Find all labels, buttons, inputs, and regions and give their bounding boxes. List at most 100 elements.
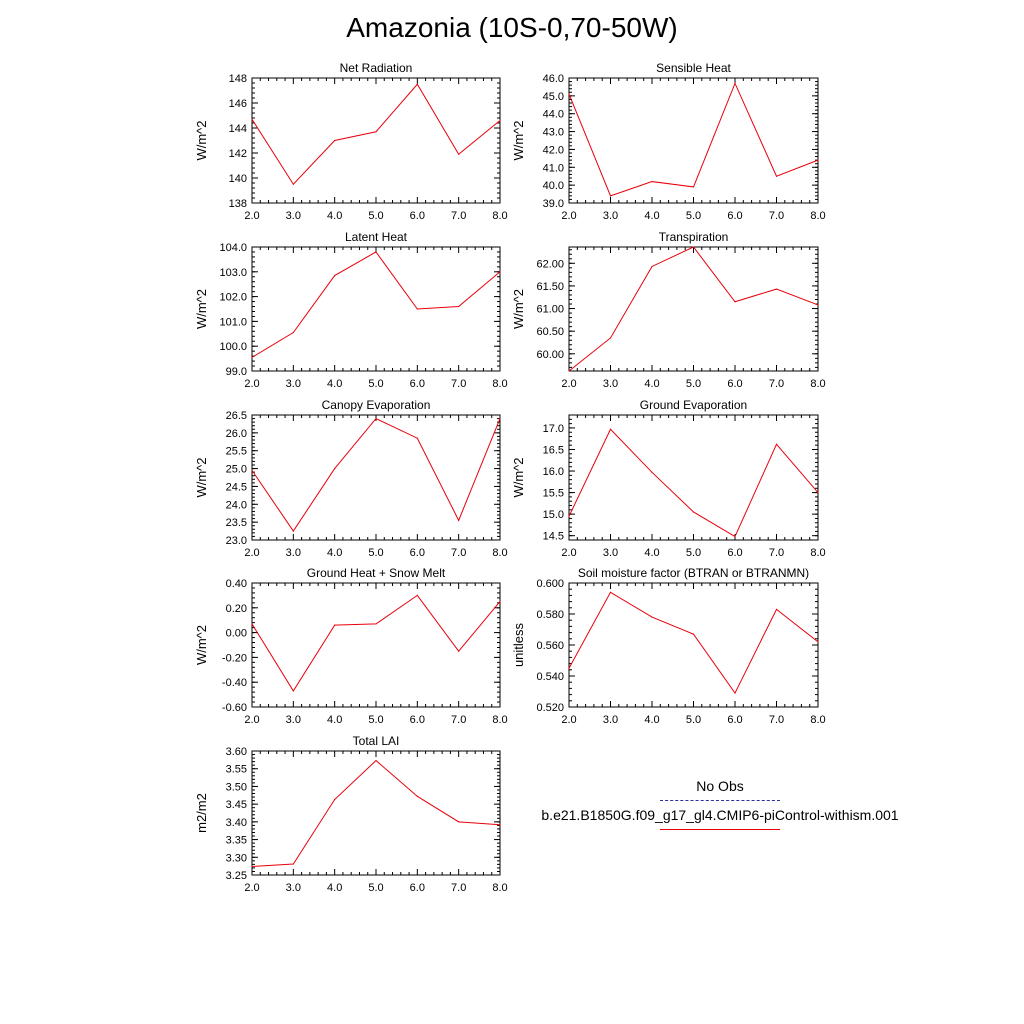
data-point: [817, 641, 819, 643]
data-point: [568, 93, 570, 95]
x-tick-label: 8.0: [810, 547, 825, 559]
data-point: [817, 159, 819, 161]
chart-title: Ground Evaporation: [640, 398, 747, 412]
y-tick-label: 24.0: [226, 499, 247, 511]
data-point: [334, 467, 336, 470]
x-tick-label: 2.0: [244, 547, 259, 559]
data-point: [651, 471, 653, 473]
y-tick-label: 0.560: [536, 640, 564, 652]
data-point: [775, 175, 778, 177]
data-point: [251, 118, 253, 120]
x-tick-label: 4.0: [644, 210, 659, 222]
y-tick-label: 3.40: [226, 817, 247, 829]
x-tick-label: 5.0: [686, 547, 701, 559]
chart-title: Ground Heat + Snow Melt: [307, 566, 446, 580]
legend-model-label: b.e21.B1850G.f09_g17_gl4.CMIP6-piControl…: [541, 807, 899, 823]
y-tick-label: 3.25: [226, 870, 247, 882]
x-tick-label: 4.0: [327, 714, 342, 726]
x-tick-label: 7.0: [451, 378, 466, 390]
y-tick-label: 0.600: [536, 578, 564, 590]
y-tick-label: 26.5: [226, 410, 247, 422]
x-tick-label: 5.0: [368, 882, 383, 894]
y-tick-label: 39.0: [543, 198, 564, 210]
x-tick-label: 2.0: [244, 210, 259, 222]
data-point: [734, 82, 736, 84]
legend: No Obs b.e21.B1850G.f09_g17_gl4.CMIP6-pi…: [520, 778, 920, 830]
y-tick-label: 99.0: [226, 366, 247, 378]
x-tick-label: 4.0: [644, 547, 659, 559]
data-point: [458, 650, 460, 652]
plot-frame: [568, 582, 819, 708]
chart-title: Latent Heat: [345, 230, 408, 244]
data-point: [251, 623, 253, 625]
y-tick-label: 46.0: [543, 73, 564, 85]
y-tick-label: 104.0: [219, 242, 247, 254]
chart-panel: 2.0 3.0 4.0 5.0 6.0 7.0 8.0 3.25 3.30 3.35 3.40 3.4…: [194, 734, 508, 894]
y-tick-label: 16.0: [543, 466, 564, 478]
chart-title: Canopy Evaporation: [322, 398, 431, 412]
data-point: [375, 251, 377, 253]
x-tick-label: 6.0: [410, 378, 425, 390]
chart-panel: 2.0 3.0 4.0 5.0 6.0 7.0 8.0 138 140 142 144 146 148 N…: [194, 61, 508, 222]
data-point: [692, 246, 695, 248]
data-point: [292, 331, 294, 334]
x-tick-label: 4.0: [327, 547, 342, 559]
y-axis-label: W/m^2: [194, 289, 209, 329]
y-tick-label: 148: [229, 73, 247, 85]
chart-panel: 2.0 3.0 4.0 5.0 6.0 7.0 8.0 14.5 15.0 15.5 16.0 16.…: [511, 398, 826, 559]
y-tick-label: 42.0: [543, 144, 564, 156]
y-tick-label: 41.0: [543, 162, 564, 174]
data-point: [416, 437, 418, 439]
data-point: [775, 443, 778, 445]
x-tick-label: 7.0: [769, 547, 784, 559]
data-point: [692, 633, 695, 635]
x-tick-label: 4.0: [644, 714, 659, 726]
chart-title: Transpiration: [659, 230, 729, 244]
x-tick-label: 2.0: [561, 547, 576, 559]
data-point: [609, 337, 612, 339]
chart-panel: 2.0 3.0 4.0 5.0 6.0 7.0 8.0 23.0 23.5 24.0 24.5 25.…: [194, 398, 508, 559]
y-tick-label: 102.0: [219, 292, 247, 304]
y-axis-label: m2/m2: [194, 793, 209, 833]
plot-frame: [568, 246, 819, 372]
data-point: [416, 795, 418, 797]
y-tick-label: 100.0: [219, 341, 247, 353]
series-line: [568, 591, 819, 695]
data-point: [734, 301, 736, 303]
x-tick-label: 8.0: [492, 714, 507, 726]
x-tick-label: 6.0: [727, 378, 742, 390]
y-tick-label: 24.5: [226, 481, 247, 493]
x-tick-label: 5.0: [686, 714, 701, 726]
y-tick-label: 3.60: [226, 746, 247, 758]
legend-obs-line: [660, 800, 780, 801]
data-point: [499, 417, 501, 420]
y-axis-label: W/m^2: [194, 625, 209, 665]
x-tick-label: 7.0: [451, 547, 466, 559]
y-tick-label: 101.0: [219, 316, 247, 328]
data-point: [251, 469, 253, 471]
x-tick-label: 4.0: [327, 882, 342, 894]
x-tick-label: 8.0: [492, 882, 507, 894]
series-line: [568, 82, 819, 197]
y-tick-label: 0.20: [226, 603, 247, 615]
y-tick-label: -0.20: [222, 652, 247, 664]
x-tick-label: 3.0: [603, 714, 618, 726]
x-tick-label: 2.0: [244, 882, 259, 894]
x-tick-label: 8.0: [810, 714, 825, 726]
y-tick-label: 15.5: [543, 488, 564, 500]
x-tick-label: 6.0: [410, 714, 425, 726]
y-tick-label: 3.50: [226, 781, 247, 793]
y-tick-label: 15.0: [543, 509, 564, 521]
plot-frame: [251, 246, 501, 372]
data-point: [568, 515, 570, 517]
y-tick-label: 0.540: [536, 671, 564, 683]
data-point: [292, 863, 294, 865]
plot-frame: [568, 77, 819, 204]
x-tick-label: 6.0: [727, 714, 742, 726]
y-tick-label: 3.35: [226, 835, 247, 847]
y-tick-label: -0.60: [222, 702, 247, 714]
data-point: [416, 308, 418, 310]
data-point: [499, 119, 501, 122]
x-tick-label: 5.0: [686, 210, 701, 222]
x-tick-label: 7.0: [451, 210, 466, 222]
